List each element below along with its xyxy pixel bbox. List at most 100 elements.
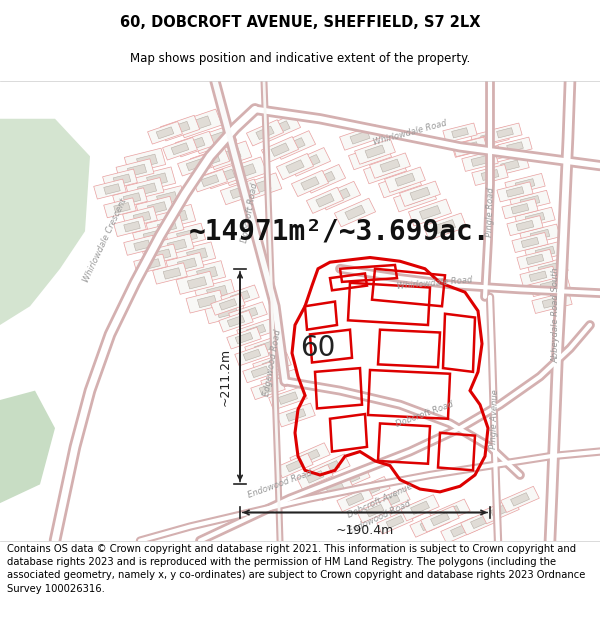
- Bar: [186, 159, 204, 171]
- Bar: [461, 509, 499, 535]
- Bar: [104, 184, 120, 194]
- Bar: [94, 179, 127, 199]
- Bar: [189, 116, 211, 131]
- Bar: [148, 202, 167, 214]
- Bar: [390, 499, 430, 526]
- Bar: [424, 213, 467, 240]
- Bar: [380, 494, 400, 508]
- Bar: [114, 202, 130, 213]
- Bar: [251, 366, 269, 378]
- Bar: [235, 344, 269, 366]
- Bar: [401, 495, 439, 521]
- Bar: [512, 232, 548, 253]
- Bar: [515, 207, 555, 229]
- Bar: [317, 476, 353, 501]
- Bar: [278, 392, 298, 404]
- Bar: [277, 403, 316, 427]
- Bar: [365, 145, 385, 158]
- Bar: [498, 137, 532, 157]
- Bar: [286, 160, 304, 173]
- Bar: [286, 409, 306, 421]
- Bar: [251, 378, 285, 399]
- Bar: [340, 125, 380, 150]
- Bar: [409, 199, 452, 226]
- Bar: [505, 173, 545, 196]
- Bar: [178, 109, 222, 138]
- Bar: [530, 229, 550, 241]
- Bar: [374, 163, 395, 177]
- Bar: [229, 302, 268, 326]
- Bar: [481, 498, 519, 524]
- Bar: [520, 196, 540, 207]
- Bar: [421, 506, 459, 532]
- Bar: [507, 216, 543, 236]
- Bar: [146, 173, 167, 186]
- Bar: [235, 332, 253, 344]
- Bar: [205, 298, 245, 324]
- Bar: [300, 449, 320, 463]
- Bar: [163, 268, 181, 279]
- Bar: [157, 192, 178, 205]
- Polygon shape: [0, 391, 55, 503]
- Bar: [136, 196, 174, 219]
- Bar: [379, 171, 422, 198]
- Bar: [419, 206, 440, 219]
- Bar: [137, 154, 157, 168]
- Bar: [525, 213, 545, 224]
- Polygon shape: [0, 119, 90, 325]
- Bar: [175, 242, 215, 268]
- Bar: [194, 279, 236, 305]
- Bar: [247, 120, 284, 146]
- Bar: [113, 217, 146, 236]
- Bar: [340, 472, 360, 486]
- Bar: [152, 262, 187, 284]
- Bar: [286, 459, 304, 472]
- Bar: [116, 159, 154, 182]
- Bar: [246, 324, 266, 337]
- Bar: [156, 234, 194, 257]
- Text: Whirlowdale Road: Whirlowdale Road: [372, 119, 448, 147]
- Bar: [370, 488, 410, 515]
- Bar: [511, 204, 529, 214]
- Bar: [410, 188, 430, 200]
- Bar: [230, 185, 250, 199]
- Bar: [184, 261, 226, 286]
- Bar: [389, 177, 410, 191]
- Text: Pingle Road: Pingle Road: [485, 188, 496, 238]
- Bar: [204, 132, 226, 147]
- Bar: [386, 516, 404, 528]
- Bar: [511, 492, 529, 506]
- Bar: [176, 271, 214, 294]
- Bar: [234, 164, 256, 179]
- Bar: [526, 254, 544, 264]
- Bar: [133, 211, 151, 223]
- Bar: [187, 248, 208, 261]
- Bar: [300, 154, 320, 169]
- Bar: [377, 509, 413, 534]
- Bar: [124, 148, 166, 174]
- Bar: [491, 146, 509, 157]
- Bar: [431, 512, 449, 526]
- Bar: [220, 179, 260, 205]
- Bar: [404, 191, 425, 206]
- Bar: [310, 454, 350, 481]
- Bar: [167, 211, 187, 224]
- Bar: [525, 241, 565, 263]
- Bar: [430, 499, 470, 526]
- Bar: [307, 188, 344, 213]
- Bar: [420, 517, 440, 531]
- Bar: [385, 167, 425, 192]
- Bar: [143, 244, 178, 266]
- Bar: [238, 173, 282, 201]
- Bar: [166, 253, 204, 276]
- Bar: [357, 498, 393, 523]
- Bar: [145, 186, 185, 211]
- Bar: [452, 127, 469, 138]
- Bar: [197, 267, 217, 280]
- Bar: [350, 476, 390, 504]
- Bar: [113, 188, 148, 209]
- Bar: [538, 263, 558, 274]
- Bar: [157, 221, 176, 232]
- Bar: [185, 138, 205, 151]
- Bar: [208, 141, 252, 169]
